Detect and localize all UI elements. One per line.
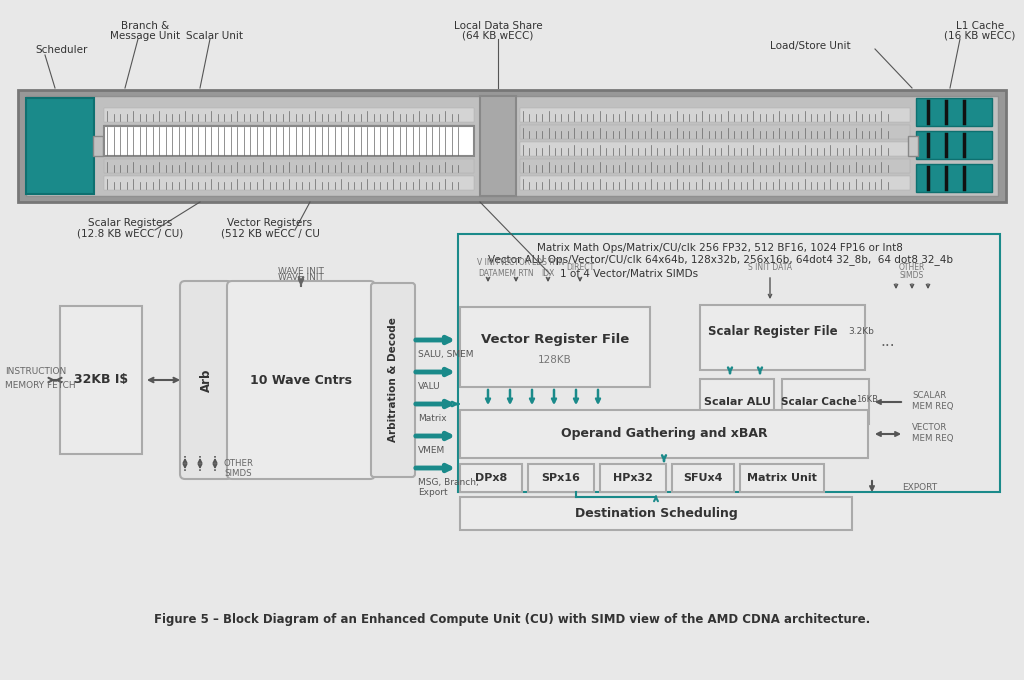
Bar bbox=[460, 307, 650, 387]
Bar bbox=[672, 464, 734, 492]
Text: Matrix Math Ops/Matrix/CU/clk 256 FP32, 512 BF16, 1024 FP16 or Int8: Matrix Math Ops/Matrix/CU/clk 256 FP32, … bbox=[537, 243, 903, 253]
Text: VALU: VALU bbox=[418, 382, 440, 391]
Text: Scalar Unit: Scalar Unit bbox=[186, 31, 244, 41]
Bar bbox=[104, 125, 474, 139]
Text: ...: ... bbox=[881, 335, 895, 350]
Bar bbox=[520, 142, 910, 156]
Text: WAVE INIT: WAVE INIT bbox=[279, 267, 324, 277]
Bar bbox=[104, 126, 474, 156]
Text: SFUx4: SFUx4 bbox=[683, 473, 723, 483]
Text: SALU, SMEM: SALU, SMEM bbox=[418, 350, 473, 359]
Bar bbox=[104, 176, 474, 190]
Bar bbox=[520, 159, 910, 173]
Text: 10 Wave Cntrs: 10 Wave Cntrs bbox=[250, 373, 352, 386]
Bar bbox=[782, 379, 869, 424]
Bar bbox=[26, 96, 998, 196]
Bar bbox=[908, 136, 918, 156]
Text: Branch &: Branch & bbox=[121, 21, 169, 31]
Text: Scalar ALU: Scalar ALU bbox=[703, 397, 770, 407]
Text: SIMDS: SIMDS bbox=[224, 469, 252, 479]
Text: Load/Store Unit: Load/Store Unit bbox=[770, 41, 850, 51]
Bar bbox=[458, 234, 1000, 492]
Bar bbox=[460, 497, 852, 530]
Bar bbox=[460, 464, 522, 492]
Bar bbox=[26, 98, 94, 194]
Bar bbox=[916, 131, 992, 159]
Text: MEMORY FETCH: MEMORY FETCH bbox=[5, 381, 76, 390]
Text: Message Unit: Message Unit bbox=[110, 31, 180, 41]
Text: HPx32: HPx32 bbox=[613, 473, 653, 483]
Text: 32KB I$: 32KB I$ bbox=[74, 373, 128, 386]
Bar bbox=[600, 464, 666, 492]
FancyBboxPatch shape bbox=[371, 283, 415, 477]
Text: DPx8: DPx8 bbox=[475, 473, 507, 483]
Text: Destination Scheduling: Destination Scheduling bbox=[574, 507, 737, 520]
Bar bbox=[60, 306, 142, 454]
Text: Scheduler: Scheduler bbox=[35, 45, 87, 55]
Text: Scalar Register File: Scalar Register File bbox=[709, 324, 838, 337]
Bar bbox=[93, 136, 103, 156]
Text: Vector Register File: Vector Register File bbox=[481, 333, 629, 347]
Text: VMEM: VMEM bbox=[418, 446, 445, 455]
Text: SPx16: SPx16 bbox=[542, 473, 581, 483]
Text: LDS RTN
IDX: LDS RTN IDX bbox=[531, 258, 564, 277]
Text: V INIT
DATA: V INIT DATA bbox=[477, 258, 500, 277]
Text: Local Data Share: Local Data Share bbox=[454, 21, 543, 31]
Bar bbox=[104, 159, 474, 173]
Text: Scalar Cache: Scalar Cache bbox=[781, 397, 857, 407]
Text: L1 Cache: L1 Cache bbox=[956, 21, 1005, 31]
Text: Matrix Unit: Matrix Unit bbox=[748, 473, 817, 483]
Bar bbox=[916, 164, 992, 192]
Text: 16KB: 16KB bbox=[856, 394, 878, 403]
Bar bbox=[104, 142, 474, 156]
Text: INSTRUCTION: INSTRUCTION bbox=[5, 367, 67, 377]
Text: MSG, Branch,
Export: MSG, Branch, Export bbox=[418, 478, 479, 497]
Text: SIMDS: SIMDS bbox=[900, 271, 924, 280]
Text: Scalar Registers: Scalar Registers bbox=[88, 218, 172, 228]
Text: Matrix: Matrix bbox=[418, 414, 446, 423]
Text: SCALAR: SCALAR bbox=[912, 390, 946, 400]
Text: Arbitration & Decode: Arbitration & Decode bbox=[388, 318, 398, 443]
Bar bbox=[480, 96, 516, 196]
Text: (512 KB wECC / CU: (512 KB wECC / CU bbox=[220, 228, 319, 238]
Bar bbox=[700, 305, 865, 370]
Text: MEM REQ: MEM REQ bbox=[912, 435, 953, 443]
Text: VECTOR: VECTOR bbox=[912, 422, 947, 432]
Text: Vector Registers: Vector Registers bbox=[227, 218, 312, 228]
Bar bbox=[916, 98, 992, 126]
Text: 3.2Kb: 3.2Kb bbox=[848, 326, 873, 335]
Bar bbox=[528, 464, 594, 492]
FancyBboxPatch shape bbox=[180, 281, 232, 479]
Text: (16 KB wECC): (16 KB wECC) bbox=[944, 31, 1016, 41]
Bar bbox=[520, 176, 910, 190]
Bar bbox=[520, 108, 910, 122]
Text: OTHER: OTHER bbox=[224, 460, 254, 469]
Text: Arb: Arb bbox=[200, 369, 213, 392]
Text: DIRECT: DIRECT bbox=[566, 263, 594, 273]
Text: OTHER: OTHER bbox=[899, 263, 926, 273]
Text: WAVE INIT: WAVE INIT bbox=[279, 273, 324, 282]
Text: Operand Gathering and xBAR: Operand Gathering and xBAR bbox=[561, 428, 767, 441]
Text: (12.8 KB wECC / CU): (12.8 KB wECC / CU) bbox=[77, 228, 183, 238]
Text: EXPORT: EXPORT bbox=[902, 483, 937, 492]
Bar bbox=[520, 125, 910, 139]
Text: MEM REQ: MEM REQ bbox=[912, 403, 953, 411]
Bar bbox=[740, 464, 824, 492]
Bar bbox=[460, 410, 868, 458]
Text: Figure 5 – Block Diagram of an Enhanced Compute Unit (CU) with SIMD view of the : Figure 5 – Block Diagram of an Enhanced … bbox=[154, 613, 870, 626]
Text: S INIT DATA: S INIT DATA bbox=[748, 263, 792, 273]
Text: 1 of 4 Vector/Matrix SIMDs: 1 of 4 Vector/Matrix SIMDs bbox=[560, 269, 698, 279]
FancyBboxPatch shape bbox=[227, 281, 375, 479]
Text: (64 KB wECC): (64 KB wECC) bbox=[462, 31, 534, 41]
Text: VECTOR
MEM RTN: VECTOR MEM RTN bbox=[499, 258, 534, 277]
Bar bbox=[700, 379, 774, 424]
Bar bbox=[104, 108, 474, 122]
Text: Vector ALU Ops/Vector/CU/clk 64x64b, 128x32b, 256x16b, 64dot4 32_8b,  64 dot8 32: Vector ALU Ops/Vector/CU/clk 64x64b, 128… bbox=[487, 254, 952, 265]
Text: 128KB: 128KB bbox=[539, 355, 571, 365]
Bar bbox=[18, 90, 1006, 202]
